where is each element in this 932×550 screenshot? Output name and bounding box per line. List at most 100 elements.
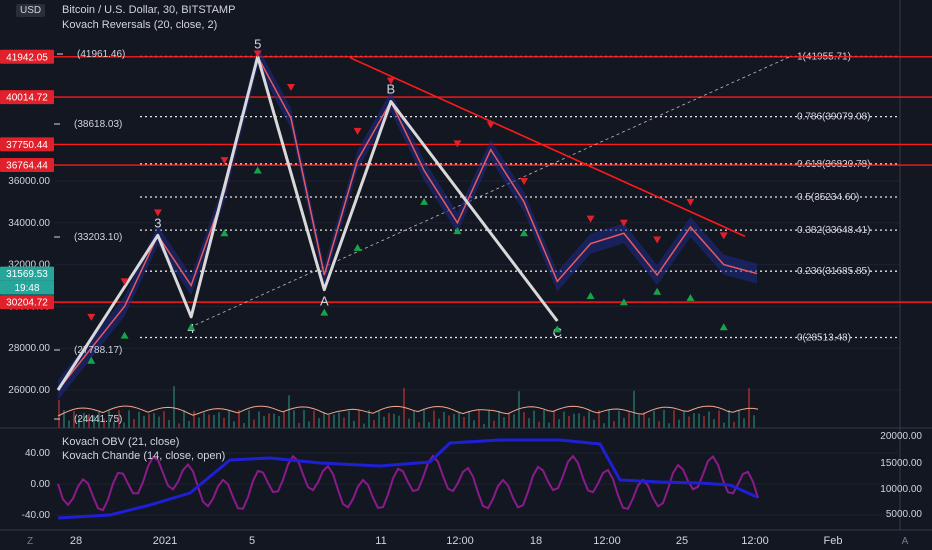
volume-bar [568,415,570,428]
volume-bar [433,410,435,428]
price-tag-label: 31569.53 [6,269,48,280]
volume-bar [318,418,320,428]
volume-bar [248,410,250,428]
volume-bar [218,412,220,428]
wave-point-label: A [320,294,329,309]
volume-bar [513,414,515,428]
volume-bar [153,413,155,428]
wave-point-label: C [553,325,562,340]
volume-bar [188,420,190,428]
volume-bar [238,410,240,428]
volume-bar [373,420,375,428]
volume-bar [168,419,170,428]
lower-indicator-chande[interactable]: Kovach Chande (14, close, open) [62,450,226,462]
sell-signal-marker [353,127,362,135]
price-tag-label: 36764.44 [6,161,48,172]
x-tick-label: 12:00 [446,535,474,547]
volume-bar [278,416,280,428]
volume-bar [338,412,340,428]
volume-bar [368,410,370,428]
volume-bar [288,395,290,428]
price-tag-label: 41942.05 [6,52,48,63]
volume-bar [183,410,185,428]
x-tick-label: 12:00 [741,535,769,547]
oscillator-axis-label: -40.00 [22,510,51,521]
volume-bar [303,410,305,428]
volume-bar [228,410,230,428]
sell-signal-marker [220,157,229,165]
zoom-icon: Z [27,536,33,547]
volume-bar [503,417,505,428]
volume-bar [708,411,710,428]
volume-bar [703,415,705,428]
price-tag [0,49,54,64]
obv-line [57,438,758,520]
y-tick-label: 28000.00 [8,343,50,354]
x-tick-label: 18 [530,535,542,547]
volume-bar [558,419,560,428]
volume-bar [348,410,350,428]
volume-bar [593,419,595,428]
indicator-label[interactable]: Kovach Reversals (20, close, 2) [62,19,218,31]
volume-bar [573,413,575,428]
volume-bar [483,423,485,428]
volume-bar [333,414,335,428]
volume-bar [323,412,325,428]
volume-bar [203,412,205,428]
fib-level-label: 0(28513.48) [797,332,851,343]
volume-bar [688,416,690,428]
buy-signal-marker [87,356,96,364]
volume-bar [648,417,650,428]
buy-signal-marker [220,229,229,237]
volume-bar [473,420,475,428]
x-tick-label: 2021 [153,535,177,547]
volume-bar [418,422,420,428]
sell-signal-marker [87,313,96,321]
volume-bar [543,410,545,428]
obv-axis-label: 15000.00 [880,458,922,469]
y-tick-label: 34000.00 [8,218,50,229]
volume-bar [663,410,665,428]
volume-bar [353,420,355,428]
countdown-label: 19:48 [14,283,39,294]
volume-bar [128,410,130,428]
sell-signal-marker [719,232,728,240]
lower-indicator-obv[interactable]: Kovach OBV (21, close) [62,436,180,448]
volume-bar [508,412,510,428]
volume-bar [118,410,120,428]
volume-bar [698,413,700,428]
fib-level-label: 0.786(39079.08) [797,112,870,123]
volume-bar [423,410,425,428]
currency-badge[interactable]: USD [16,4,46,17]
volume-bar [143,415,145,428]
wave-point-label: 3 [154,215,161,230]
volume-bar [98,411,100,428]
fib-level-label: 0.5(35234.60) [797,192,859,203]
wave-point-label: 5 [254,37,261,52]
volume-bar [308,421,310,428]
volume-bar [328,415,330,428]
buy-signal-marker [253,166,262,174]
volume-bar [178,423,180,428]
volume-bar [393,413,395,428]
volume-bar [133,418,135,428]
buy-signal-marker [187,323,196,331]
volume-bar [273,413,275,428]
volume-bar [343,417,345,428]
volume-bar [63,410,65,428]
volume-bar [633,390,635,428]
volume-bar [623,417,625,428]
price-band [58,46,757,401]
volume-bar [668,423,670,428]
volume-bar [728,410,730,428]
obv-axis-label: 20000.00 [880,431,922,442]
sell-signal-marker [287,83,295,91]
fib-level-label: 0.382(33648.41) [797,225,870,236]
volume-bar [538,421,540,428]
volume-bar [733,421,735,428]
pivot-label: (24441.75) [74,414,122,425]
price-tag [0,266,54,281]
volume-bar [408,418,410,428]
sell-signal-marker [453,140,462,148]
